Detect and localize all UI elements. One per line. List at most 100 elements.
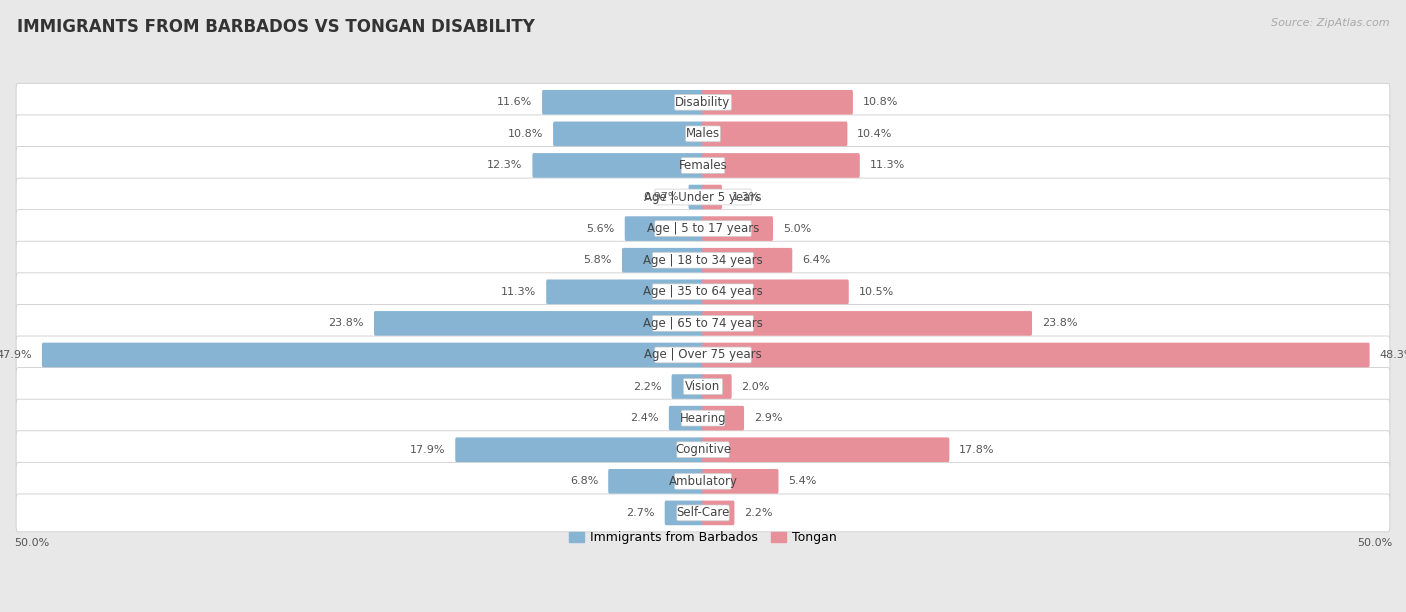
FancyBboxPatch shape (702, 406, 744, 430)
Text: Disability: Disability (675, 95, 731, 109)
FancyBboxPatch shape (15, 273, 1391, 311)
FancyBboxPatch shape (702, 343, 1369, 367)
Text: 1.3%: 1.3% (733, 192, 761, 202)
FancyBboxPatch shape (702, 248, 793, 272)
Text: 10.5%: 10.5% (859, 287, 894, 297)
FancyBboxPatch shape (702, 469, 779, 494)
FancyBboxPatch shape (702, 280, 849, 304)
Text: 2.9%: 2.9% (754, 413, 783, 423)
Text: Males: Males (686, 127, 720, 140)
Text: 5.4%: 5.4% (789, 476, 817, 487)
FancyBboxPatch shape (702, 374, 731, 399)
Text: 50.0%: 50.0% (14, 538, 49, 548)
Text: Females: Females (679, 159, 727, 172)
Text: 5.0%: 5.0% (783, 223, 811, 234)
FancyBboxPatch shape (675, 94, 731, 110)
FancyBboxPatch shape (672, 374, 704, 399)
Text: 10.8%: 10.8% (863, 97, 898, 107)
FancyBboxPatch shape (533, 153, 704, 177)
FancyBboxPatch shape (675, 474, 731, 489)
FancyBboxPatch shape (621, 248, 704, 272)
FancyBboxPatch shape (15, 336, 1391, 374)
FancyBboxPatch shape (15, 115, 1391, 153)
Text: Vision: Vision (685, 380, 721, 393)
FancyBboxPatch shape (374, 311, 704, 336)
FancyBboxPatch shape (669, 406, 704, 430)
FancyBboxPatch shape (702, 501, 734, 525)
Text: 11.6%: 11.6% (496, 97, 531, 107)
FancyBboxPatch shape (655, 221, 751, 236)
Text: Age | 5 to 17 years: Age | 5 to 17 years (647, 222, 759, 235)
FancyBboxPatch shape (15, 304, 1391, 342)
Text: 2.0%: 2.0% (741, 381, 770, 392)
FancyBboxPatch shape (676, 505, 730, 521)
Text: Age | Under 5 years: Age | Under 5 years (644, 190, 762, 204)
Text: 17.8%: 17.8% (959, 445, 995, 455)
Text: Source: ZipAtlas.com: Source: ZipAtlas.com (1271, 18, 1389, 28)
FancyBboxPatch shape (546, 280, 704, 304)
Text: 5.6%: 5.6% (586, 223, 614, 234)
FancyBboxPatch shape (682, 410, 724, 426)
Text: 6.4%: 6.4% (803, 255, 831, 265)
FancyBboxPatch shape (702, 216, 773, 241)
Text: Age | 18 to 34 years: Age | 18 to 34 years (643, 254, 763, 267)
Text: 2.4%: 2.4% (630, 413, 659, 423)
FancyBboxPatch shape (686, 126, 720, 142)
FancyBboxPatch shape (15, 210, 1391, 248)
Text: 6.8%: 6.8% (569, 476, 599, 487)
Text: 11.3%: 11.3% (870, 160, 905, 170)
FancyBboxPatch shape (689, 185, 704, 209)
FancyBboxPatch shape (652, 284, 754, 300)
FancyBboxPatch shape (682, 157, 724, 173)
FancyBboxPatch shape (655, 189, 751, 205)
FancyBboxPatch shape (665, 501, 704, 525)
Legend: Immigrants from Barbados, Tongan: Immigrants from Barbados, Tongan (564, 526, 842, 550)
FancyBboxPatch shape (655, 347, 751, 363)
FancyBboxPatch shape (624, 216, 704, 241)
Text: 2.7%: 2.7% (626, 508, 655, 518)
FancyBboxPatch shape (42, 343, 704, 367)
Text: 2.2%: 2.2% (633, 381, 662, 392)
FancyBboxPatch shape (652, 252, 754, 268)
Text: 10.8%: 10.8% (508, 129, 543, 139)
FancyBboxPatch shape (676, 442, 730, 458)
FancyBboxPatch shape (609, 469, 704, 494)
FancyBboxPatch shape (15, 399, 1391, 437)
Text: Ambulatory: Ambulatory (668, 475, 738, 488)
Text: 2.2%: 2.2% (744, 508, 773, 518)
FancyBboxPatch shape (543, 90, 704, 114)
FancyBboxPatch shape (702, 311, 1032, 336)
FancyBboxPatch shape (15, 178, 1391, 216)
FancyBboxPatch shape (702, 185, 723, 209)
FancyBboxPatch shape (15, 494, 1391, 532)
FancyBboxPatch shape (702, 438, 949, 462)
Text: Cognitive: Cognitive (675, 443, 731, 456)
Text: Hearing: Hearing (679, 412, 727, 425)
FancyBboxPatch shape (15, 431, 1391, 469)
FancyBboxPatch shape (15, 462, 1391, 500)
FancyBboxPatch shape (702, 122, 848, 146)
FancyBboxPatch shape (702, 90, 853, 114)
FancyBboxPatch shape (15, 146, 1391, 184)
Text: Age | 35 to 64 years: Age | 35 to 64 years (643, 285, 763, 298)
Text: 12.3%: 12.3% (486, 160, 523, 170)
Text: 5.8%: 5.8% (583, 255, 612, 265)
Text: 23.8%: 23.8% (1042, 318, 1077, 329)
Text: Self-Care: Self-Care (676, 506, 730, 520)
FancyBboxPatch shape (15, 368, 1391, 406)
FancyBboxPatch shape (652, 315, 754, 331)
FancyBboxPatch shape (553, 122, 704, 146)
Text: IMMIGRANTS FROM BARBADOS VS TONGAN DISABILITY: IMMIGRANTS FROM BARBADOS VS TONGAN DISAB… (17, 18, 534, 36)
Text: 0.97%: 0.97% (643, 192, 679, 202)
Text: 48.3%: 48.3% (1379, 350, 1406, 360)
Text: Age | Over 75 years: Age | Over 75 years (644, 348, 762, 362)
Text: 23.8%: 23.8% (329, 318, 364, 329)
FancyBboxPatch shape (683, 379, 723, 395)
Text: 47.9%: 47.9% (0, 350, 32, 360)
Text: Age | 65 to 74 years: Age | 65 to 74 years (643, 317, 763, 330)
FancyBboxPatch shape (456, 438, 704, 462)
Text: 10.4%: 10.4% (858, 129, 893, 139)
FancyBboxPatch shape (702, 153, 860, 177)
Text: 50.0%: 50.0% (1357, 538, 1392, 548)
Text: 17.9%: 17.9% (409, 445, 446, 455)
